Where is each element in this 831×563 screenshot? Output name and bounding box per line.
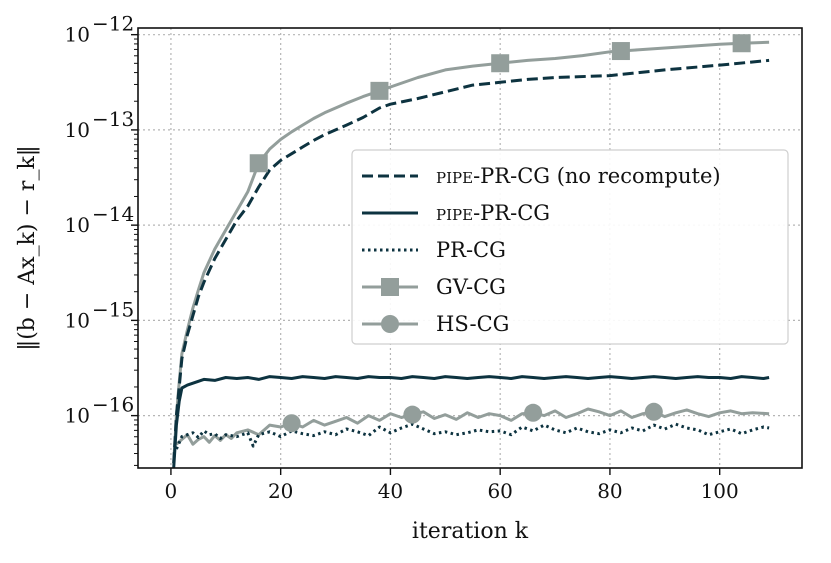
- plot-frame: [137, 27, 803, 469]
- x-tick-label: 80: [597, 479, 622, 503]
- y-tick-label: 10: [65, 23, 90, 47]
- legend-swatch-circle: [381, 315, 399, 333]
- y-tick-exponent: −12: [92, 12, 134, 36]
- y-tick-label: 10: [65, 404, 90, 428]
- series-markers: [249, 34, 751, 433]
- x-axis-label: iteration k: [412, 519, 529, 544]
- legend-swatch-square: [381, 278, 399, 296]
- hs-cg-marker: [403, 405, 422, 424]
- legend: PIPE-PR-CG (no recompute) PIPE-PR-CG PR-CG…: [351, 149, 789, 345]
- x-tick-label: 100: [701, 479, 739, 503]
- series-line-4: [175, 407, 770, 446]
- x-tick-label: 0: [165, 479, 178, 503]
- series-line-2: [175, 422, 770, 450]
- legend-label: PIPE-PR-CG: [436, 201, 550, 225]
- hs-cg-marker: [644, 402, 663, 421]
- y-tick-exponent: −15: [92, 297, 134, 321]
- legend-label: GV-CG: [436, 275, 506, 299]
- y-tick-exponent: −14: [92, 202, 134, 226]
- hs-cg-marker: [282, 414, 301, 433]
- x-axis-ticks: 0 20 40 60 80 100: [165, 468, 739, 503]
- gv-cg-marker: [491, 54, 510, 73]
- y-axis-label: ‖(b − Ax_k) − r_k‖: [15, 145, 40, 351]
- legend-label: HS-CG: [436, 312, 509, 336]
- y-tick-label: 10: [65, 308, 90, 332]
- y-tick-exponent: −13: [92, 107, 134, 131]
- y-tick-exponent: −16: [92, 393, 134, 417]
- gv-cg-marker: [370, 81, 389, 100]
- gv-cg-marker: [249, 154, 268, 173]
- series-line-1: [172, 375, 770, 469]
- x-tick-label: 20: [268, 479, 293, 503]
- legend-label: PIPE-PR-CG (no recompute): [436, 164, 721, 188]
- hs-cg-marker: [524, 403, 543, 422]
- y-tick-label: 10: [65, 213, 90, 237]
- x-tick-label: 60: [487, 479, 512, 503]
- series-line-0: [172, 58, 770, 464]
- y-tick-label: 10: [65, 118, 90, 142]
- gv-cg-marker: [732, 34, 751, 53]
- series-line-3: [172, 40, 770, 464]
- legend-label: PR-CG: [436, 238, 506, 262]
- gv-cg-marker: [611, 42, 630, 61]
- legend-box: [351, 149, 789, 345]
- x-tick-label: 40: [378, 479, 403, 503]
